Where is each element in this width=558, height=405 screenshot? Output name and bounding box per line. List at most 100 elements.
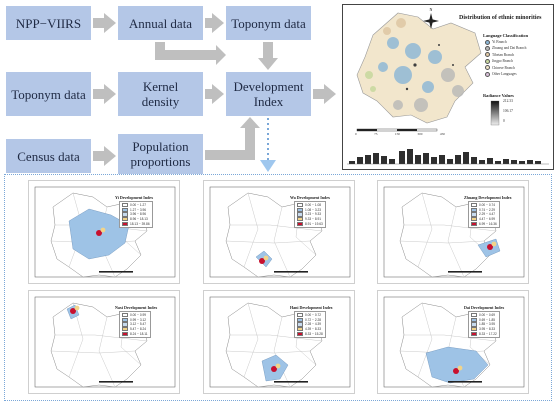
legend-row: 0.00 − 1.08 — [297, 203, 323, 208]
legend-swatch — [122, 207, 128, 213]
overview-histogram — [349, 149, 541, 164]
kernel-density-box: Kernel density — [118, 72, 203, 116]
legend-swatch — [471, 331, 477, 336]
legend-row: 1.85 − 3.95 — [471, 322, 497, 327]
legend-row: 8.24 − 18.11 — [122, 331, 148, 337]
npp-viirs-box: NPP−VIIRS — [6, 6, 91, 40]
legend-label: 8.96 − 18.13 — [130, 216, 148, 221]
legend-label: 9.33 − 8.91 — [305, 216, 322, 221]
county-boundary — [404, 224, 497, 232]
legend-row: 0.72 − 2.28 — [297, 317, 323, 323]
county-boundary — [230, 334, 323, 342]
development-region — [425, 346, 489, 384]
legend-row: 5.47 − 8.24 — [122, 326, 148, 332]
toponym-data-top-box: Toponym data — [226, 6, 311, 40]
legend-row: 0.00 − 0.74 — [471, 203, 497, 208]
legend-swatch — [297, 313, 303, 318]
development-index-box: Development Index — [226, 72, 311, 116]
legend-row: 0.00 − 1.27 — [122, 203, 150, 208]
medium-index-spot — [74, 305, 80, 311]
scale-tick: 75 — [374, 132, 378, 136]
medium-index-spot — [457, 365, 463, 371]
language-item: Tibetan Branch — [485, 52, 526, 58]
legend-swatch — [471, 221, 477, 226]
legend-row: 2.29 − 4.47 — [471, 212, 497, 217]
legend-label: 2.28 − 4.39 — [305, 322, 322, 327]
legend-label: 0.00 − 1.08 — [305, 203, 322, 208]
development-index-map-panel: Dai Development Index 0.00 − 0.69 0.69 − 1… — [377, 290, 529, 394]
county-boundary — [417, 302, 433, 378]
legend-row: 6.99 − 16.36 — [471, 221, 497, 227]
legend-row: 2.28 − 4.39 — [297, 322, 323, 327]
legend-row: 0.99 − 3.12 — [122, 317, 148, 323]
scale-bar — [99, 381, 133, 383]
province-map — [383, 296, 525, 388]
legend-swatch — [297, 317, 303, 323]
legend-row: 8.33 − 15.28 — [297, 331, 323, 337]
legend-label: 4.39 − 8.33 — [305, 326, 322, 331]
county-boundary — [50, 350, 136, 354]
county-boundary — [404, 334, 497, 342]
legend-row: 3.95 − 8.33 — [471, 326, 497, 332]
legend-label: 5.47 − 8.24 — [130, 326, 147, 331]
legend-label: 1.27 − 3.96 — [130, 207, 147, 212]
legend-swatch — [471, 326, 477, 332]
legend-swatch — [297, 207, 303, 213]
north-label: N — [430, 7, 433, 12]
census-data-box: Census data — [6, 139, 91, 173]
legend-row: 8.96 − 18.13 — [122, 216, 150, 222]
legend-label: 3.12 − 5.47 — [130, 322, 147, 327]
legend-swatch — [297, 221, 303, 226]
flow-arrows — [93, 13, 336, 172]
county-boundary — [243, 302, 259, 378]
legend-row: 8.33 − 17.22 — [471, 331, 497, 337]
scale-tick: 150 — [394, 132, 400, 136]
legend-label: 4.47 − 6.99 — [479, 216, 496, 221]
county-boundary — [98, 316, 116, 388]
legend-swatch — [297, 203, 303, 208]
panel-title: Zhuang Development Index — [464, 195, 512, 200]
legend-row: 3.12 − 5.47 — [122, 322, 148, 327]
legend-row: 1.08 − 3.23 — [297, 207, 323, 213]
overview-title: Distribution of ethnic minorities — [459, 15, 542, 21]
arrow-toponym-devindex — [258, 42, 278, 70]
legend-swatch — [122, 216, 128, 222]
overview-map-panel: N Distributi — [342, 4, 554, 170]
county-boundary — [273, 206, 291, 278]
high-index-spot — [453, 368, 459, 374]
index-legend: 0.00 − 0.69 0.69 − 1.85 1.85 − 3.95 3.95 − … — [468, 311, 500, 339]
scale-bar — [448, 271, 482, 273]
overview-map: N — [347, 7, 549, 165]
legend-row: 3.23 − 9.33 — [297, 212, 323, 217]
language-item: Zhuang and Dai Branch — [485, 45, 526, 52]
legend-swatch — [297, 216, 303, 222]
legend-row: 1.27 − 3.96 — [122, 207, 150, 213]
county-boundary — [225, 350, 311, 354]
legend-swatch — [297, 322, 303, 327]
scale-bar — [99, 271, 133, 273]
overview-scale-bar — [356, 128, 438, 132]
arrow-devindex-overview — [313, 84, 336, 104]
legend-label: 3.96 − 8.96 — [130, 212, 147, 217]
legend-label: 0.72 − 2.28 — [305, 317, 322, 322]
county-boundary — [399, 240, 485, 244]
panel-title: Wa Development Index — [290, 195, 330, 200]
legend-swatch — [122, 322, 128, 327]
legend-row: 18.13 − 39.86 — [122, 221, 150, 227]
development-index-maps-frame — [4, 174, 552, 401]
north-arrow-icon — [423, 13, 439, 29]
high-index-spot — [487, 244, 493, 250]
development-index-map-panel: Wa Development Index 0.00 − 1.08 1.08 − 3.… — [203, 180, 355, 284]
legend-row: 0.00 − 0.72 — [297, 313, 323, 318]
high-index-spot — [259, 258, 265, 264]
legend-row: 4.39 − 8.33 — [297, 326, 323, 332]
radiance-min: 0 — [503, 119, 505, 123]
index-legend: 0.00 − 1.08 1.08 − 3.23 3.23 − 9.33 9.33 − … — [294, 201, 326, 229]
legend-swatch — [471, 207, 477, 213]
legend-swatch — [471, 322, 477, 327]
medium-index-spot — [491, 241, 497, 247]
language-classification-title: Language Classification — [483, 33, 529, 38]
county-boundary — [230, 224, 323, 232]
county-boundary — [273, 316, 291, 388]
high-index-spot — [271, 366, 277, 372]
